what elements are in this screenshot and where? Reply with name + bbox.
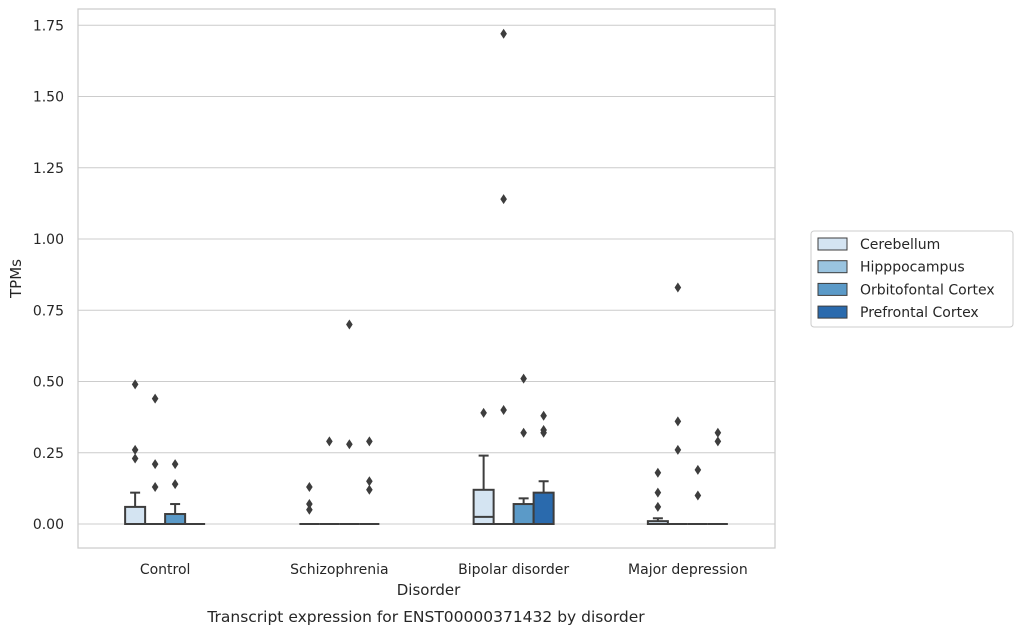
box-group — [687, 464, 708, 525]
box-group — [145, 393, 166, 525]
box-group — [124, 379, 147, 525]
outlier-point — [674, 282, 682, 293]
box — [532, 491, 555, 525]
outlier-point — [500, 194, 507, 205]
legend-label: Orbitofontal Cortex — [860, 282, 995, 298]
x-axis-title: Disorder — [397, 581, 461, 599]
x-tick-label: Bipolar disorder — [458, 562, 569, 578]
outlier-point — [366, 476, 373, 487]
legend-label: Prefrontal Cortex — [860, 305, 979, 321]
box — [472, 488, 495, 525]
outlier-point — [674, 444, 682, 455]
box-group — [707, 427, 728, 525]
outlier-point — [306, 504, 313, 515]
box-group — [646, 467, 669, 526]
box-group — [472, 407, 495, 525]
box-group — [512, 373, 535, 525]
legend-swatch — [817, 282, 848, 296]
legend-swatch — [817, 260, 848, 274]
y-tick-label: 1.50 — [33, 90, 64, 106]
legend: Cerebellum Hipppocampus Orbitofontal Corte… — [810, 230, 1014, 328]
grid-layer — [78, 24, 775, 525]
y-tick-label: 0.75 — [33, 303, 64, 319]
outlier-point — [540, 410, 547, 421]
y-tick-label: 1.75 — [33, 18, 64, 34]
y-tick-label: 1.25 — [33, 161, 64, 177]
y-tick-label: 0.50 — [33, 375, 64, 391]
box-group — [164, 459, 187, 526]
outlier-point — [306, 499, 313, 510]
legend-label: Cerebellum — [860, 237, 940, 253]
outlier-point — [674, 416, 682, 427]
outlier-point — [654, 487, 662, 498]
outlier-point — [520, 373, 527, 384]
legend-label: Hipppocampus — [860, 260, 965, 276]
box-group — [339, 319, 360, 525]
y-tick-label: 0.25 — [33, 446, 64, 462]
y-tick-labels: 0.00 0.25 0.50 0.75 1.00 1.25 1.50 1.75 — [33, 18, 64, 533]
chart-caption: Transcript expression for ENST0000037143… — [206, 608, 645, 626]
outlier-point — [694, 490, 702, 501]
box-group — [667, 282, 688, 525]
outlier-point — [131, 453, 139, 464]
plot-frame — [77, 8, 776, 549]
outlier-point — [714, 427, 722, 438]
outlier-point — [306, 481, 313, 492]
y-tick-label: 0.00 — [33, 517, 64, 533]
box-group — [493, 28, 514, 525]
x-tick-label: Schizophrenia — [290, 562, 388, 578]
outlier-point — [346, 319, 353, 330]
legend-frame — [810, 230, 1014, 328]
outlier-point — [654, 467, 662, 478]
y-tick-label: 1.00 — [33, 232, 64, 248]
x-tick-label: Major depression — [628, 562, 748, 578]
legend-swatch — [817, 237, 848, 251]
outlier-point — [366, 484, 373, 495]
box-group — [319, 436, 340, 525]
outlier-point — [520, 427, 527, 438]
outlier-point — [654, 501, 662, 512]
box-group — [532, 410, 555, 525]
outlier-point — [151, 393, 159, 404]
outlier-point — [326, 436, 333, 447]
outlier-point — [131, 379, 139, 390]
box — [124, 505, 147, 525]
outlier-point — [171, 479, 179, 490]
legend-swatch — [817, 305, 848, 319]
outlier-point — [540, 427, 547, 438]
outlier-point — [480, 407, 487, 418]
outlier-point — [366, 436, 373, 447]
outlier-point — [500, 405, 507, 415]
x-tick-label: Control — [140, 562, 191, 578]
outlier-point — [171, 459, 179, 470]
outlier-point — [694, 464, 702, 475]
y-axis-title: TPMs — [7, 259, 25, 299]
outlier-point — [714, 436, 722, 447]
box — [512, 503, 535, 525]
box — [164, 513, 187, 526]
outlier-point — [346, 439, 353, 450]
outlier-point — [151, 459, 159, 470]
box-group — [299, 481, 320, 525]
box-group — [359, 436, 380, 525]
outlier-point — [500, 28, 507, 39]
x-tick-labels: Control Schizophrenia Bipolar disorder Majo… — [140, 562, 748, 578]
outlier-point — [151, 481, 159, 492]
box-layer — [124, 28, 728, 526]
outlier-point — [131, 444, 139, 455]
